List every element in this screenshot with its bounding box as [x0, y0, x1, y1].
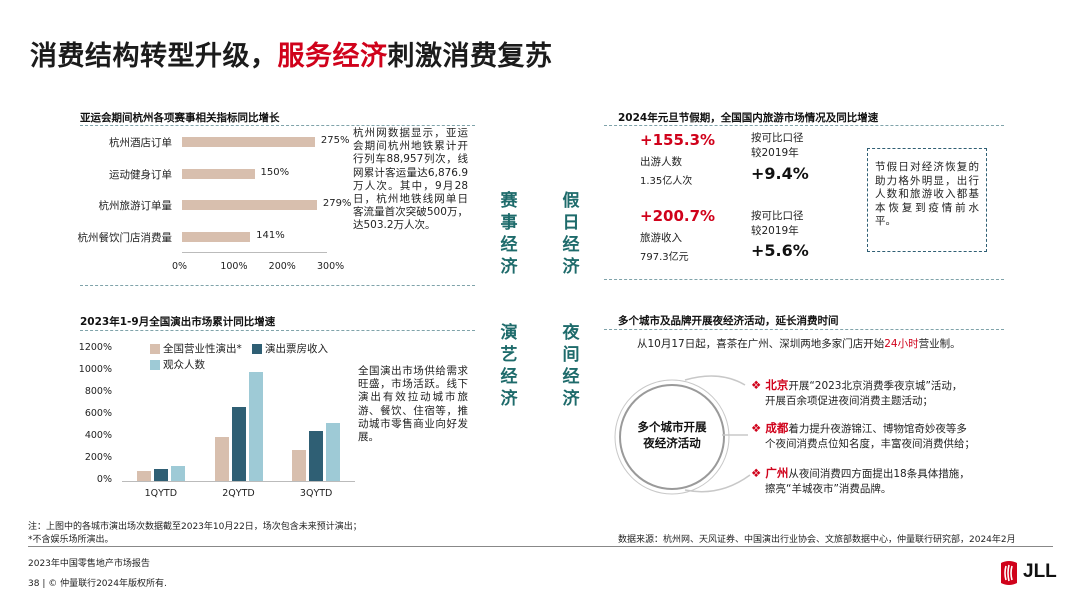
asian-games-category-label: 运动健身订单 [109, 168, 172, 181]
night-circle [619, 384, 725, 490]
night-divider [604, 329, 1004, 330]
performance-x-axis [122, 481, 355, 482]
arts-economy-label: 演艺经济 [500, 323, 518, 409]
asian-games-category-label: 杭州酒店订单 [109, 137, 172, 149]
heytea-text: 从10月17日起，喜茶在广州、深圳两地多家门店开始24小时营业制。 [637, 338, 961, 350]
performance-bar [248, 371, 263, 481]
performance-legend-item: 演出票房收入 [252, 341, 328, 356]
asian-games-x-tick: 200% [268, 261, 296, 272]
revenue-value: 797.3亿元 [640, 252, 689, 263]
trips-label: 出游人数 [640, 156, 682, 168]
new-year-summary-box: 节假日对经济恢复的助力格外明显，出行人数和旅游收入都基本恢复到疫情前水平。 [867, 148, 987, 252]
asian-games-category-label: 杭州餐饮门店消费量 [77, 231, 173, 244]
asian-games-bar-chart: 杭州酒店订单 275% 运动健身订单 150% 杭州旅游订单量 279% 杭州餐饮门店消费量… [0, 128, 360, 278]
night-item-guangzhou: ❖ 广州从夜间消费四方面提出18条具体措施， 擦亮“羊城夜市”消费品牌。 [751, 466, 970, 495]
trips-growth: +155.3% [640, 131, 716, 149]
data-source: 数据来源：杭州网、天风证券、中国演出行业协会、文旅部数据中心，仲量联行研究部，2… [618, 535, 1016, 545]
performance-y-tick: 0% [96, 474, 112, 485]
revenue-label: 旅游收入 [640, 232, 682, 244]
asian-games-value-label: 279% [322, 198, 352, 209]
jll-logo-icon [998, 560, 1020, 586]
performance-bar [153, 468, 168, 481]
revenue-compare-value: +5.6% [751, 241, 809, 260]
connector-beijing [684, 375, 746, 386]
asian-games-x-tick: 0% [172, 261, 188, 272]
report-name: 2023年中国零售地产市场报告 [28, 559, 150, 569]
performance-bar [136, 470, 151, 481]
legend-swatch [150, 344, 160, 354]
asian-games-x-tick: 100% [220, 261, 248, 272]
asian-games-value-label: 150% [260, 166, 290, 178]
performance-x-tick: 1QYTD [144, 488, 178, 499]
night-item-chengdu: ❖ 成都着力提升夜游锦江、博物馆奇妙夜等多 个夜间消费点位知名度，丰富夜间消费供… [751, 421, 975, 450]
revenue-compare-line1: 按可比口径 [751, 210, 804, 222]
trips-value: 1.35亿人次 [640, 176, 693, 187]
revenue-growth: +200.7% [640, 207, 716, 225]
performance-y-tick: 600% [84, 408, 112, 419]
jll-logo-text: JLL [1023, 561, 1057, 582]
event-economy-label: 赛事经济 [500, 191, 518, 277]
performance-y-tick: 800% [84, 386, 112, 397]
performance-bar [170, 465, 185, 481]
footnote-1: 注：上图中的各城市演出场次数据截至2023年10月22日，场次包含未来预计演出； [28, 522, 362, 532]
performance-x-tick: 2QYTD [222, 488, 255, 499]
new-year-divider [604, 125, 1004, 126]
asian-games-divider [80, 125, 475, 126]
asian-games-bar [182, 200, 317, 210]
asian-games-bar [182, 231, 251, 242]
trips-compare-value: +9.4% [751, 164, 809, 183]
asian-games-section-title: 亚运会期间杭州各项赛事相关指标同比增长 [80, 112, 280, 124]
legend-swatch [150, 360, 160, 370]
performance-bar [292, 450, 307, 481]
asian-games-x-axis [182, 252, 327, 253]
footer-rule [28, 546, 1053, 547]
performance-bar [214, 437, 229, 481]
night-diagram [614, 375, 751, 495]
footnote-2: *不含娱乐场所演出。 [28, 535, 114, 545]
performance-y-tick: 200% [84, 452, 112, 463]
asian-games-bar [182, 137, 315, 147]
performance-bar [231, 406, 246, 481]
performance-bar [309, 430, 324, 481]
performance-legend-item: 观众人数 [150, 357, 205, 372]
trips-compare-line1: 按可比口径 [751, 132, 804, 144]
performance-legend-item: 全国营业性演出* [150, 341, 242, 356]
page-number: 38 [28, 579, 40, 589]
revenue-compare-line2: 较2019年 [751, 225, 799, 237]
performance-y-tick: 400% [84, 430, 112, 441]
connector-guangzhou [684, 474, 751, 493]
night-circle-label: 多个城市开展 夜经济活动 [637, 420, 707, 450]
trips-compare-line2: 较2019年 [751, 147, 799, 159]
performance-y-tick: 1000% [78, 364, 112, 375]
performance-description: 全国演出市场供给需求旺盛，市场活跃。线下演出有效拉动城市旅游、餐饮、住宿等，推动… [358, 365, 468, 444]
asian-games-description: 杭州网数据显示，亚运会期间杭州地铁累计开行列车88,957列次，线网累计客运量达… [353, 127, 468, 232]
asian-games-x-tick: 300% [317, 261, 345, 272]
asian-games-bar [182, 168, 255, 179]
performance-x-tick: 3QYTD [299, 488, 333, 499]
asian-games-value-label: 141% [256, 229, 285, 241]
performance-divider [80, 330, 475, 331]
new-year-bottom-divider [604, 279, 1004, 280]
performance-section-title: 2023年1-9月全国演出市场累计同比增速 [80, 316, 276, 328]
page-footer: 38 | © 仲量联行2024年版权所有. [28, 579, 167, 589]
performance-bar [326, 422, 341, 481]
performance-y-tick: 1200% [78, 342, 112, 353]
night-section-title: 多个城市及品牌开展夜经济活动，延长消费时间 [618, 315, 839, 327]
night-item-beijing: ❖ 北京开展“2023北京消费季夜京城”活动， 开展百余项促进夜间消费主题活动； [751, 378, 963, 407]
new-year-summary-text: 节假日对经济恢复的助力格外明显，出行人数和旅游收入都基本恢复到疫情前水平。 [875, 161, 979, 227]
night-economy-label: 夜间经济 [562, 323, 580, 409]
page-title: 消费结构转型升级，服务经济刺激消费复苏 [30, 41, 553, 72]
new-year-section-title: 2024年元旦节假期，全国国内旅游市场情况及同比增速 [618, 112, 879, 124]
asian-games-bottom-divider [80, 285, 475, 286]
holiday-economy-label: 假日经济 [562, 191, 580, 277]
performance-bar-chart: 0% 200% 400% 600% 800% 1000% 1200% 1QYTD 2QYTD 3Q… [60, 333, 360, 505]
night-circle-outer [614, 379, 730, 495]
legend-swatch [252, 344, 262, 354]
asian-games-value-label: 275% [320, 135, 350, 146]
asian-games-category-label: 杭州旅游订单量 [98, 200, 173, 212]
copyright: © 仲量联行2024年版权所有. [48, 579, 167, 589]
